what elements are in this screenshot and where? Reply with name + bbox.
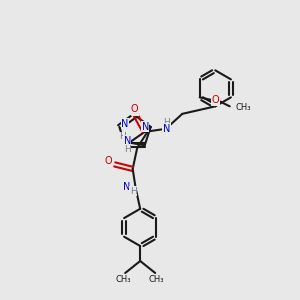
Text: N: N <box>142 122 149 132</box>
Text: H: H <box>130 187 137 196</box>
Text: N: N <box>123 182 130 192</box>
Text: N: N <box>131 105 139 115</box>
Text: O: O <box>105 156 112 167</box>
Text: H: H <box>124 145 131 154</box>
Text: O: O <box>130 104 138 114</box>
Text: N: N <box>163 124 170 134</box>
Text: O: O <box>212 95 219 105</box>
Text: CH₃: CH₃ <box>116 275 131 284</box>
Text: N: N <box>121 119 128 129</box>
Text: CH₃: CH₃ <box>235 103 250 112</box>
Text: CH₃: CH₃ <box>149 275 164 284</box>
Text: H: H <box>163 118 170 127</box>
Text: H: H <box>119 132 126 141</box>
Text: N: N <box>124 136 131 146</box>
